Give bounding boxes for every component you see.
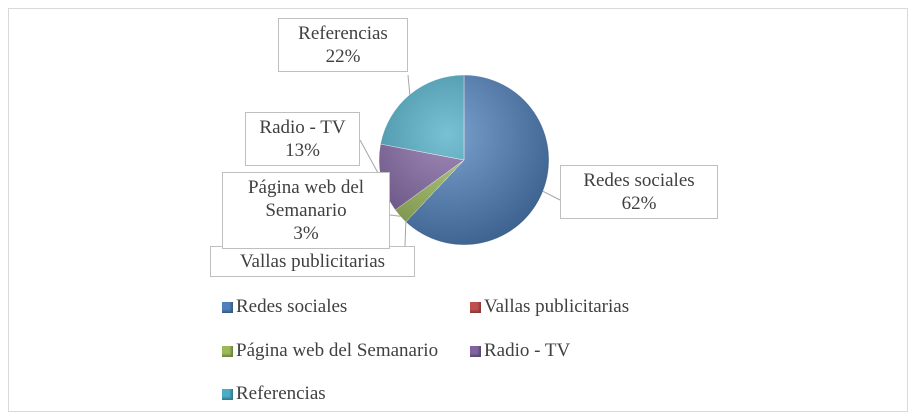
data-label-name: Redes sociales xyxy=(583,170,695,191)
legend-label: Redes sociales xyxy=(236,296,348,317)
data-label: Página web del Semanario 3% xyxy=(222,172,390,249)
chart-frame xyxy=(8,8,908,412)
legend-swatch xyxy=(222,345,233,357)
data-label: Vallas publicitarias xyxy=(210,246,415,277)
legend-swatch xyxy=(470,345,481,357)
data-label-name: Vallas publicitarias xyxy=(239,251,386,272)
legend-entry: Vallas publicitarias xyxy=(470,296,629,318)
data-label: Referencias 22% xyxy=(278,18,408,72)
leader-line xyxy=(542,190,561,201)
leader-line xyxy=(404,221,407,247)
data-label-name: Página web del Semanario xyxy=(247,177,365,221)
legend-label: Referencias xyxy=(236,383,326,404)
legend-entry: Radio - TV xyxy=(470,340,570,362)
legend-swatch xyxy=(222,301,233,313)
legend-entry: Redes sociales xyxy=(222,296,347,318)
data-label-value: 62% xyxy=(621,193,657,214)
legend-entry: Referencias xyxy=(222,383,326,405)
data-label-value: 13% xyxy=(285,140,320,161)
leader-line xyxy=(407,74,411,95)
data-label-value: 3% xyxy=(293,223,319,244)
legend-swatch xyxy=(222,388,233,400)
legend-label: Vallas publicitarias xyxy=(484,296,630,317)
data-label: Redes sociales 62% xyxy=(560,165,718,219)
data-label-name: Radio - TV xyxy=(259,117,346,138)
legend-label: Radio - TV xyxy=(484,340,571,361)
data-label-value: 22% xyxy=(325,46,361,67)
legend-swatch xyxy=(470,301,481,313)
data-label: Radio - TV 13% xyxy=(245,112,360,166)
legend-label: Página web del Semanario xyxy=(236,340,439,361)
legend-entry: Página web del Semanario xyxy=(222,340,438,362)
data-label-name: Referencias xyxy=(298,23,388,44)
leader-line xyxy=(389,214,401,217)
